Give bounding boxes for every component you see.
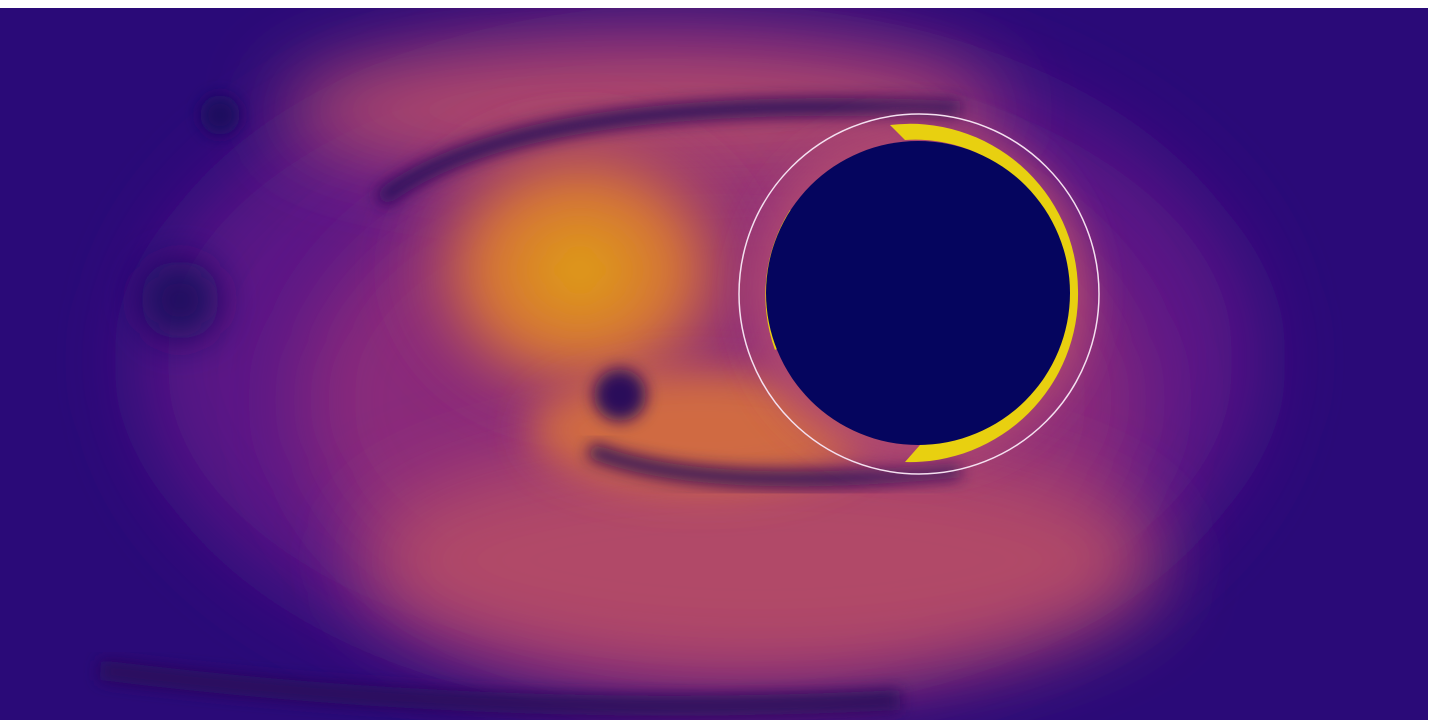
wake-lower <box>360 440 1160 680</box>
vortex-eye <box>594 369 646 421</box>
field <box>0 8 1428 720</box>
shear-line-bottom <box>586 442 961 487</box>
vortex-eye <box>140 260 220 340</box>
shear-line-top <box>374 97 961 208</box>
cylinder <box>766 141 1070 445</box>
vortex-eye <box>200 95 240 135</box>
vortex-core <box>380 100 780 440</box>
outline-circle <box>738 113 1100 475</box>
shear-line-floor <box>98 660 901 716</box>
